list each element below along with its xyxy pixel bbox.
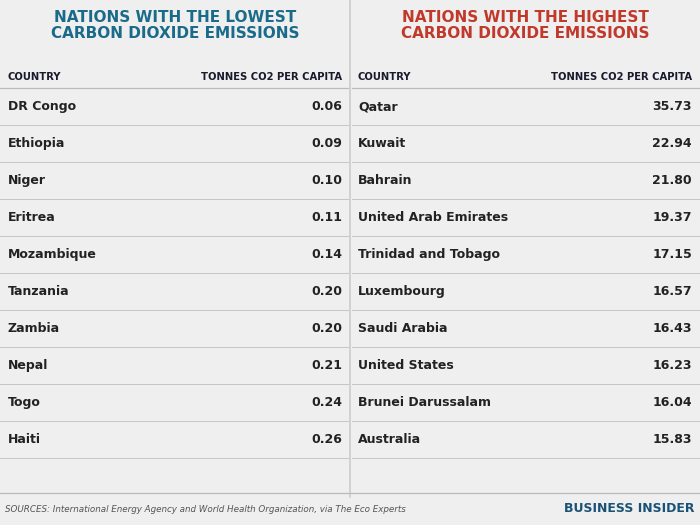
Text: Saudi Arabia: Saudi Arabia [358,322,447,335]
Text: SOURCES: International Energy Agency and World Health Organization, via The Eco : SOURCES: International Energy Agency and… [5,505,406,513]
Text: 0.14: 0.14 [311,248,342,261]
Text: 0.11: 0.11 [311,211,342,224]
Text: CARBON DIOXIDE EMISSIONS: CARBON DIOXIDE EMISSIONS [50,26,300,41]
Text: 16.04: 16.04 [652,396,692,409]
Text: Zambia: Zambia [8,322,60,335]
Text: Haiti: Haiti [8,433,41,446]
Text: 0.24: 0.24 [311,396,342,409]
Text: COUNTRY: COUNTRY [358,72,412,82]
Text: 21.80: 21.80 [652,174,692,187]
Text: Nepal: Nepal [8,359,48,372]
Text: 0.06: 0.06 [311,100,342,113]
Text: 0.21: 0.21 [311,359,342,372]
Text: 35.73: 35.73 [652,100,692,113]
Text: Niger: Niger [8,174,46,187]
Text: CARBON DIOXIDE EMISSIONS: CARBON DIOXIDE EMISSIONS [400,26,650,41]
Text: Eritrea: Eritrea [8,211,56,224]
Text: 0.26: 0.26 [311,433,342,446]
Text: 16.23: 16.23 [652,359,692,372]
Text: Bahrain: Bahrain [358,174,412,187]
Text: 0.09: 0.09 [311,137,342,150]
Text: TONNES CO2 PER CAPITA: TONNES CO2 PER CAPITA [551,72,692,82]
Text: Luxembourg: Luxembourg [358,285,446,298]
Text: Mozambique: Mozambique [8,248,97,261]
Text: DR Congo: DR Congo [8,100,76,113]
Text: Qatar: Qatar [358,100,398,113]
Text: Tanzania: Tanzania [8,285,69,298]
Text: 0.20: 0.20 [311,285,342,298]
Text: 19.37: 19.37 [652,211,692,224]
Text: TONNES CO2 PER CAPITA: TONNES CO2 PER CAPITA [201,72,342,82]
Text: COUNTRY: COUNTRY [8,72,62,82]
Text: United Arab Emirates: United Arab Emirates [358,211,508,224]
Text: 22.94: 22.94 [652,137,692,150]
Text: Togo: Togo [8,396,41,409]
Text: Australia: Australia [358,433,421,446]
Text: 17.15: 17.15 [652,248,692,261]
Text: 16.57: 16.57 [652,285,692,298]
Text: 15.83: 15.83 [652,433,692,446]
Text: 0.10: 0.10 [311,174,342,187]
Text: United States: United States [358,359,454,372]
Text: Kuwait: Kuwait [358,137,406,150]
Text: 0.20: 0.20 [311,322,342,335]
Text: BUSINESS INSIDER: BUSINESS INSIDER [564,502,695,516]
Text: Trinidad and Tobago: Trinidad and Tobago [358,248,500,261]
Text: NATIONS WITH THE LOWEST: NATIONS WITH THE LOWEST [54,10,296,25]
Text: Ethiopia: Ethiopia [8,137,65,150]
Text: NATIONS WITH THE HIGHEST: NATIONS WITH THE HIGHEST [402,10,648,25]
Text: 16.43: 16.43 [652,322,692,335]
Text: Brunei Darussalam: Brunei Darussalam [358,396,491,409]
